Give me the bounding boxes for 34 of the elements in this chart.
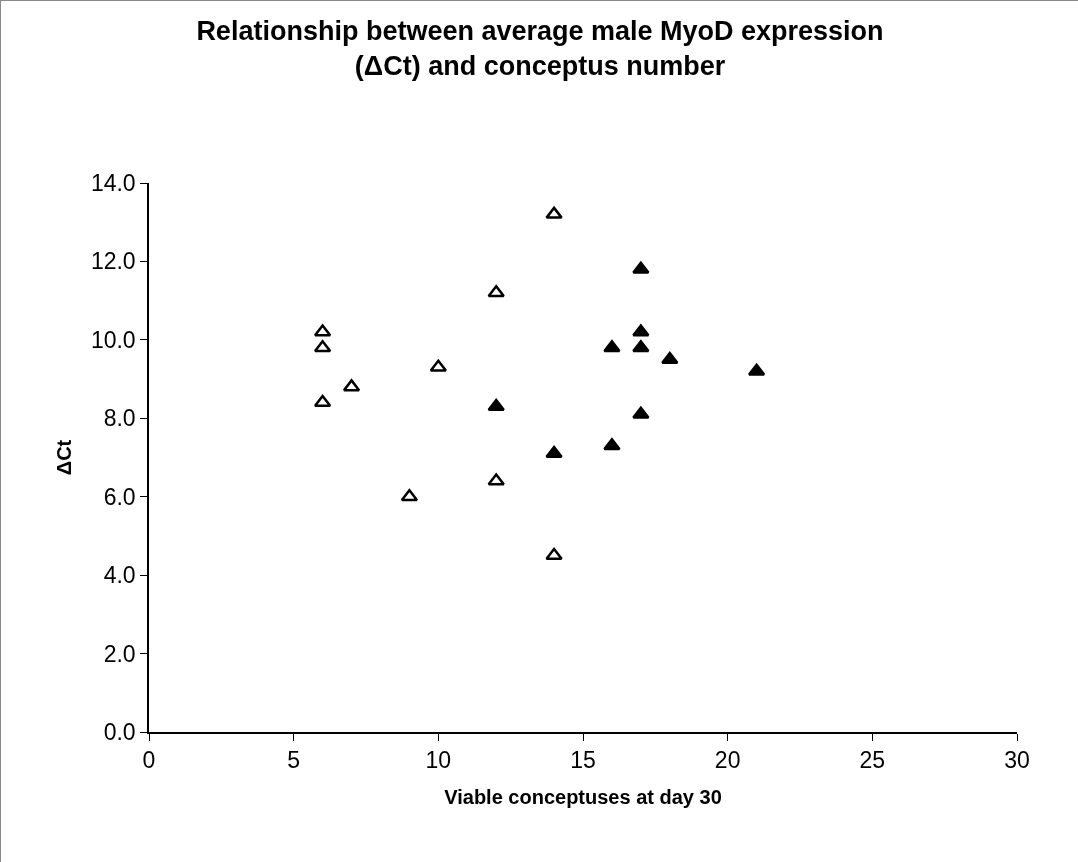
x-tick-label: 15 [570,747,596,774]
x-tick-label: 20 [714,747,741,774]
point [313,394,332,408]
point [487,398,505,412]
point [632,324,650,337]
y-tick-label: 14.0 [90,170,136,197]
y-tick-label: 2.0 [103,640,136,667]
y-tick-label: 6.0 [103,483,136,510]
point [487,285,505,298]
point [487,473,505,486]
y-tick-label: 4.0 [103,562,136,589]
y-tick-label: 10.0 [90,326,136,353]
point [632,261,650,274]
point [632,339,650,353]
y-tick-label: 8.0 [103,405,136,432]
point [313,339,332,353]
chart-title: Relationship between average male MyoD expression (ΔCt) and conceptus number [196,15,884,81]
x-tick-label: 5 [287,747,301,774]
x-axis-title: Viable conceptuses at day 30 [444,786,722,809]
point [603,437,621,451]
point [545,206,563,219]
y-tick-label: 0.0 [103,719,136,746]
point [545,445,563,459]
y-tick-label: 12.0 [90,248,136,275]
point [632,406,650,419]
point [603,339,621,353]
x-tick-label: 25 [859,747,886,774]
point [400,488,419,502]
point [661,351,679,364]
x-tick-label: 0 [142,747,156,774]
x-tick-label: 10 [425,747,452,774]
point [545,547,563,561]
y-axis-title: ΔCt [52,439,75,476]
x-tick-label: 30 [1004,747,1030,774]
